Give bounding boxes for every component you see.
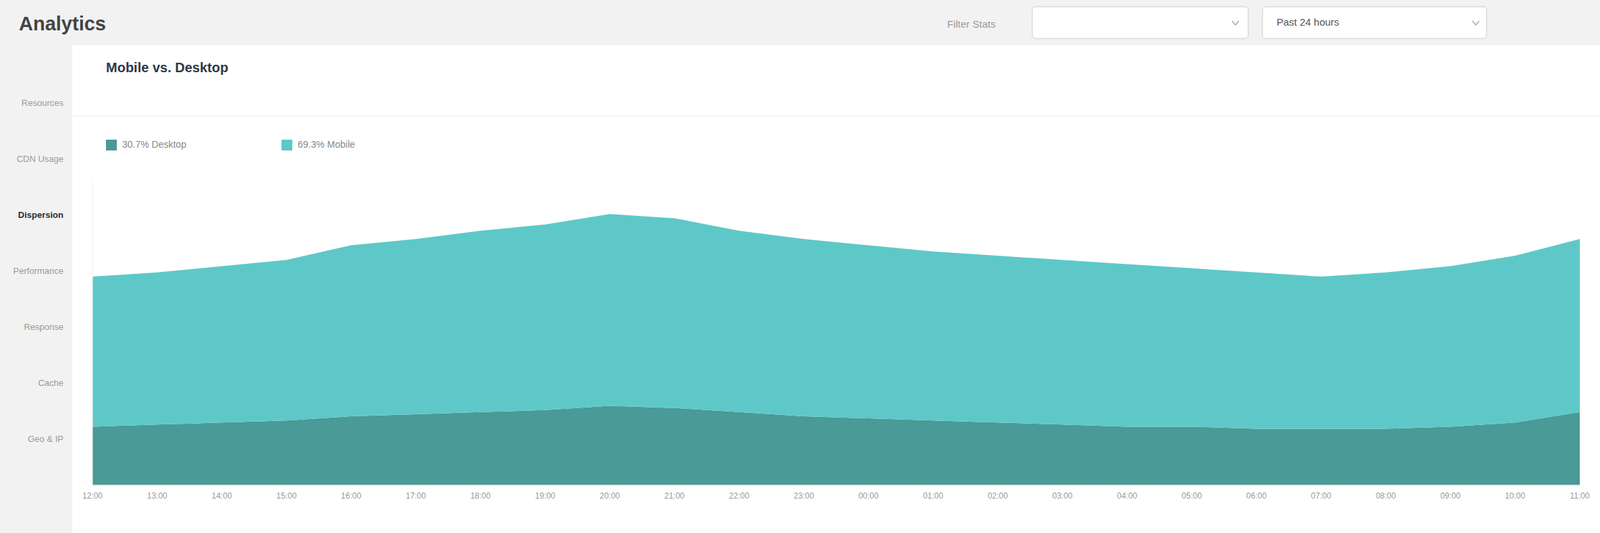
legend-label: 69.3% Mobile [297, 139, 356, 150]
x-tick-label: 16:00 [340, 491, 362, 501]
dashboard: Analytics Filter Stats Past 24 hours Resour… [0, 0, 1600, 533]
sidebar-item[interactable]: Resources [21, 97, 65, 109]
x-tick-label: 09:00 [1440, 491, 1461, 501]
x-tick-label: 07:00 [1311, 491, 1332, 501]
panel-background [72, 45, 1600, 533]
filter-label: Filter Stats [947, 18, 996, 30]
x-tick-label: 15:00 [276, 491, 297, 501]
legend: 30.7% Desktop 69.3% Mobile [105, 139, 356, 151]
x-tick-label: 17:00 [405, 491, 426, 501]
x-tick-label: 18:00 [470, 491, 491, 501]
x-tick-label: 19:00 [534, 491, 555, 501]
x-tick-label: 01:00 [922, 491, 944, 501]
x-tick-label: 02:00 [987, 491, 1008, 501]
page-background [0, 0, 1600, 533]
x-tick-label: 00:00 [858, 491, 879, 501]
x-tick-label: 03:00 [1052, 491, 1073, 501]
x-tick-label: 23:00 [793, 491, 815, 501]
x-axis-line [92, 485, 1580, 487]
sidebar-item[interactable]: Performance [13, 265, 64, 277]
legend-label: 30.7% Desktop [122, 139, 187, 150]
x-tick-label: 06:00 [1246, 491, 1267, 501]
header: Analytics Filter Stats Past 24 hours [18, 6, 1487, 39]
x-tick-label: 21:00 [664, 491, 685, 501]
x-tick-label: 20:00 [599, 491, 620, 501]
legend-swatch [281, 139, 293, 151]
x-tick-label: 12:00 [82, 491, 103, 501]
time-dropdown[interactable] [1262, 6, 1487, 39]
y-axis-line [92, 181, 94, 486]
x-tick-label: 11:00 [1569, 491, 1590, 501]
x-tick-label: 08:00 [1375, 491, 1397, 501]
x-tick-label: 22:00 [729, 491, 750, 501]
sidebar: Resources CDN Usage Dispersion Performance R… [13, 97, 65, 445]
legend-swatch [105, 139, 117, 151]
panel: Mobile vs. Desktop 30.7% Desktop 69.3% Mob… [72, 45, 1600, 533]
chart-title: Mobile vs. Desktop [105, 60, 229, 75]
x-tick-label: 14:00 [211, 491, 233, 501]
separator [72, 116, 1600, 117]
sidebar-item[interactable]: Cache [37, 378, 64, 389]
sidebar-item[interactable]: CDN Usage [16, 153, 64, 165]
header-title: Analytics [18, 12, 106, 35]
x-tick-label: 13:00 [147, 491, 168, 501]
dropdown-chevron [1232, 20, 1239, 25]
area-series [92, 214, 1580, 429]
sidebar-item[interactable]: Dispersion [18, 209, 64, 221]
filter-dropdown[interactable] [1032, 6, 1249, 39]
areas [92, 214, 1580, 486]
dropdown-chevron [1472, 20, 1480, 25]
x-tick-label: 04:00 [1117, 491, 1138, 501]
x-tick-label: 05:00 [1181, 491, 1202, 501]
x-tick-label: 10:00 [1504, 491, 1526, 501]
time-label[interactable]: Past 24 hours [1276, 16, 1340, 28]
axes: 12:00 13:00 14:00 15:00 16:00 17:00 18:00 19:00… [82, 181, 1590, 501]
sidebar-item[interactable]: Geo & IP [27, 434, 64, 445]
sidebar-item[interactable]: Response [23, 322, 64, 333]
